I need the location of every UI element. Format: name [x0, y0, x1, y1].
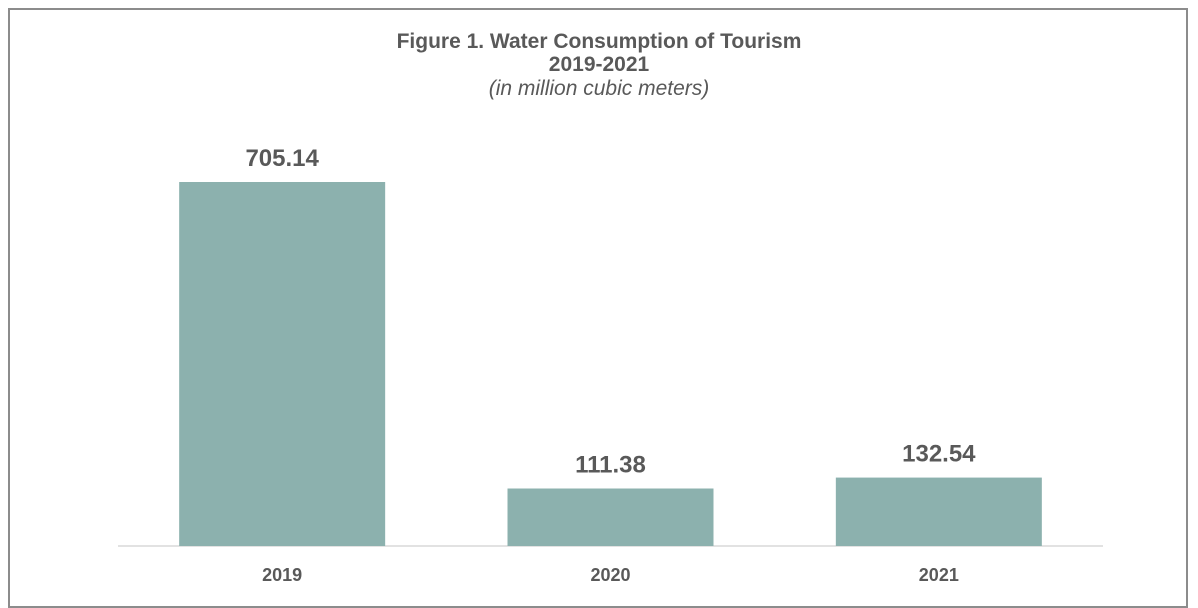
chart-title-years: 2019-2021 [548, 53, 650, 76]
bar-2021 [835, 477, 1042, 546]
bar-2019 [179, 182, 386, 546]
data-label-2019: 705.14 [245, 145, 319, 172]
x-tick-label-2019: 2019 [262, 565, 302, 585]
chart-title: Figure 1. Water Consumption of Tourism [396, 30, 802, 53]
chart-subtitle: (in million cubic meters) [488, 77, 710, 100]
data-label-2021: 132.54 [902, 441, 976, 468]
bar-chart: 705.14 2019 111.38 2020 132.54 2021 [118, 145, 1103, 585]
data-label-2020: 111.38 [575, 452, 646, 479]
bar-2020 [507, 488, 714, 546]
x-tick-label-2021: 2021 [919, 565, 959, 585]
chart-title-block: Figure 1. Water Consumption of Tourism 2… [0, 30, 1198, 101]
x-tick-label-2020: 2020 [590, 565, 630, 585]
